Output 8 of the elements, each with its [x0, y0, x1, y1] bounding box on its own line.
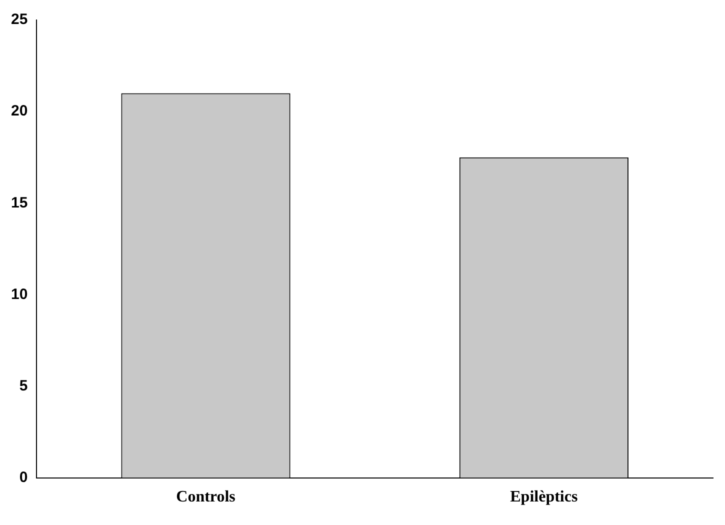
x-tick-label: Epilèptics	[510, 488, 578, 506]
y-tick-label: 5	[19, 377, 28, 394]
y-tick-label: 10	[10, 286, 28, 303]
y-tick-label: 20	[10, 102, 28, 120]
x-tick-label: Controls	[176, 488, 236, 506]
y-tick-label: 25	[10, 11, 28, 28]
y-tick-label: 0	[19, 468, 28, 486]
y-tick-label: 15	[10, 194, 28, 212]
